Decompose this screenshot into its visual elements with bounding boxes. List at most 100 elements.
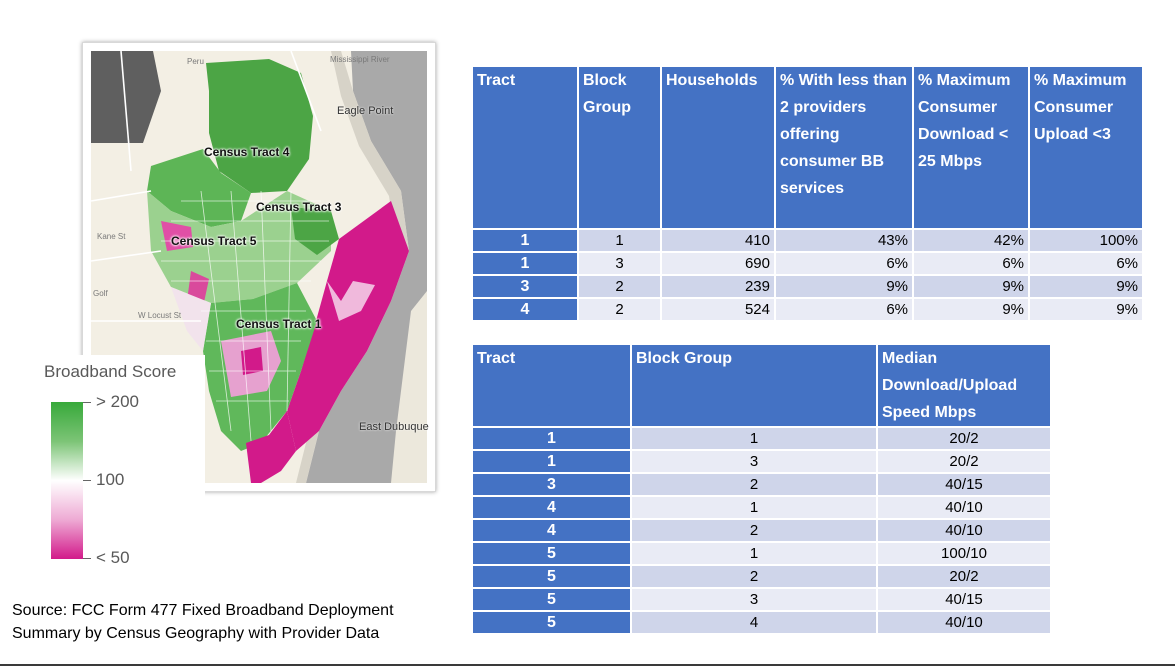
cell-less-than-2: 9% — [776, 276, 912, 297]
header-block-group: Block Group — [579, 67, 660, 228]
cell-median-speed: 40/10 — [878, 497, 1050, 518]
cell-upload: 9% — [1030, 276, 1142, 297]
bottom-divider — [0, 664, 1175, 666]
table-row: 5 4 40/10 — [473, 612, 1050, 633]
cell-less-than-2: 6% — [776, 253, 912, 274]
cell-download: 9% — [914, 276, 1028, 297]
table-row: 1 1 20/2 — [473, 428, 1050, 449]
cell-block-group: 2 — [632, 566, 876, 587]
cell-tract: 3 — [473, 474, 630, 495]
header-block-group: Block Group — [632, 345, 876, 426]
source-note: Source: FCC Form 477 Fixed Broadband Dep… — [12, 599, 452, 645]
cell-upload: 9% — [1030, 299, 1142, 320]
header-upload-under-3: % Maximum Consumer Upload <3 — [1030, 67, 1142, 228]
cell-median-speed: 40/10 — [878, 612, 1050, 633]
cell-block-group: 3 — [632, 451, 876, 472]
table-row: 1 3 690 6% 6% 6% — [473, 253, 1142, 274]
cell-less-than-2: 6% — [776, 299, 912, 320]
street-label-kane: Kane St — [97, 232, 126, 241]
table-header-row: Tract Block Group Households % With less… — [473, 67, 1142, 228]
table-row: 4 2 524 6% 9% 9% — [473, 299, 1142, 320]
cell-block-group: 2 — [632, 474, 876, 495]
cell-tract: 5 — [473, 589, 630, 610]
table-row: 5 3 40/15 — [473, 589, 1050, 610]
header-tract: Tract — [473, 345, 630, 426]
cell-block-group: 4 — [632, 612, 876, 633]
cell-median-speed: 20/2 — [878, 428, 1050, 449]
cell-block-group: 1 — [632, 428, 876, 449]
cell-median-speed: 100/10 — [878, 543, 1050, 564]
table-row: 4 1 40/10 — [473, 497, 1050, 518]
legend-tick-low — [83, 558, 91, 559]
cell-block-group: 1 — [632, 497, 876, 518]
cell-tract: 4 — [473, 520, 630, 541]
cell-tract: 5 — [473, 566, 630, 587]
place-label-east-dubuque: East Dubuque — [359, 421, 429, 433]
cell-median-speed: 40/10 — [878, 520, 1050, 541]
provider-coverage-table: Tract Block Group Households % With less… — [471, 65, 1144, 322]
cell-block-group: 1 — [632, 543, 876, 564]
cell-households: 410 — [662, 230, 774, 251]
table-row: 5 2 20/2 — [473, 566, 1050, 587]
source-line-2: Summary by Census Geography with Provide… — [12, 625, 380, 642]
cell-tract: 5 — [473, 612, 630, 633]
table-header-row: Tract Block Group Median Download/Upload… — [473, 345, 1050, 426]
legend-label-low: < 50 — [96, 548, 130, 567]
street-label-locust: W Locust St — [138, 311, 182, 320]
legend-color-ramp — [51, 402, 83, 559]
header-median-speed: Median Download/Upload Speed Mbps — [878, 345, 1050, 426]
cell-block-group: 1 — [579, 230, 660, 251]
table-row: 3 2 239 9% 9% 9% — [473, 276, 1142, 297]
tract-label-4: Census Tract 4 — [204, 145, 290, 159]
cell-households: 690 — [662, 253, 774, 274]
header-households: Households — [662, 67, 774, 228]
table-row: 1 1 410 43% 42% 100% — [473, 230, 1142, 251]
header-less-than-2-providers: % With less than 2 providers offering co… — [776, 67, 912, 228]
cell-block-group: 3 — [579, 253, 660, 274]
map-label-golf: Golf — [93, 289, 108, 298]
table-row: 1 3 20/2 — [473, 451, 1050, 472]
cell-block-group: 2 — [579, 276, 660, 297]
cell-households: 239 — [662, 276, 774, 297]
cell-download: 6% — [914, 253, 1028, 274]
map-label-peru: Peru — [187, 57, 204, 66]
cell-tract: 1 — [473, 428, 630, 449]
cell-tract: 4 — [473, 497, 630, 518]
cell-download: 42% — [914, 230, 1028, 251]
cell-median-speed: 40/15 — [878, 589, 1050, 610]
table-row: 5 1 100/10 — [473, 543, 1050, 564]
cell-median-speed: 40/15 — [878, 474, 1050, 495]
header-tract: Tract — [473, 67, 577, 228]
tract-label-3: Census Tract 3 — [256, 200, 342, 214]
tract-label-1: Census Tract 1 — [236, 317, 322, 331]
legend-tick-high — [83, 402, 91, 403]
cell-upload: 6% — [1030, 253, 1142, 274]
legend-label-mid: 100 — [96, 470, 125, 489]
cell-tract: 5 — [473, 543, 630, 564]
median-speed-table: Tract Block Group Median Download/Upload… — [471, 343, 1052, 635]
cell-median-speed: 20/2 — [878, 566, 1050, 587]
table-row: 4 2 40/10 — [473, 520, 1050, 541]
legend-tick-mid — [83, 480, 91, 481]
cell-download: 9% — [914, 299, 1028, 320]
table-row: 3 2 40/15 — [473, 474, 1050, 495]
cell-tract: 1 — [473, 253, 577, 274]
map-legend: Broadband Score > 200 100 < 50 — [30, 355, 205, 567]
cell-less-than-2: 43% — [776, 230, 912, 251]
cell-median-speed: 20/2 — [878, 451, 1050, 472]
source-line-1: Source: FCC Form 477 Fixed Broadband Dep… — [12, 602, 394, 619]
cell-block-group: 2 — [632, 520, 876, 541]
cell-households: 524 — [662, 299, 774, 320]
cell-upload: 100% — [1030, 230, 1142, 251]
cell-block-group: 3 — [632, 589, 876, 610]
river-label: Mississippi River — [330, 55, 390, 64]
cell-tract: 1 — [473, 451, 630, 472]
legend-label-high: > 200 — [96, 392, 140, 411]
cell-block-group: 2 — [579, 299, 660, 320]
legend-title: Broadband Score — [44, 362, 177, 381]
place-label-eagle-point: Eagle Point — [337, 105, 394, 117]
tract-label-5: Census Tract 5 — [171, 234, 257, 248]
header-download-under-25: % Maximum Consumer Download < 25 Mbps — [914, 67, 1028, 228]
cell-tract: 1 — [473, 230, 577, 251]
cell-tract: 4 — [473, 299, 577, 320]
